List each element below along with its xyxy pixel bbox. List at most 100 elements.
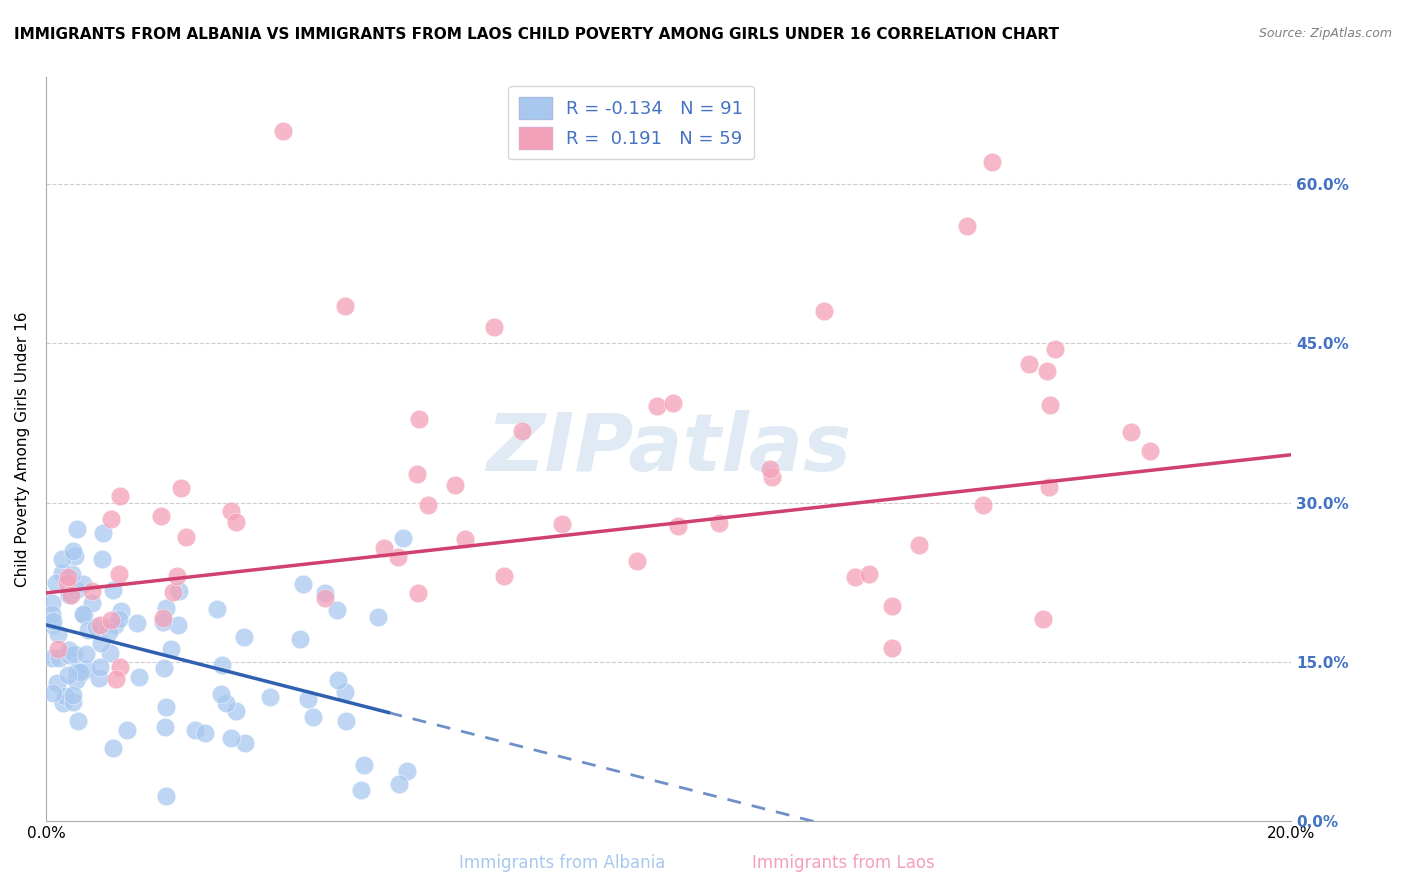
Text: Immigrants from Laos: Immigrants from Laos (752, 855, 935, 872)
Point (194, 726, 217, 740)
Point (128, 670, 150, 684)
Point (56, 668, 79, 682)
Point (882, 640, 904, 655)
Point (406, 586, 429, 600)
Point (58, 648, 80, 662)
Point (271, 123, 294, 137)
Point (326, 603, 349, 617)
Point (454, 532, 477, 546)
Point (215, 696, 238, 710)
Point (60, 566, 83, 581)
Legend: R = -0.134   N = 91, R =  0.191   N = 59: R = -0.134 N = 91, R = 0.191 N = 59 (509, 87, 754, 160)
Point (288, 632, 311, 647)
Point (100, 512, 122, 526)
Point (48, 651, 70, 665)
Point (152, 611, 174, 625)
Point (301, 710, 323, 724)
Point (104, 618, 127, 632)
Point (41, 651, 63, 665)
Point (1039, 398, 1062, 412)
Point (51, 566, 73, 580)
Point (62, 647, 84, 661)
Point (1038, 480, 1060, 494)
Point (406, 467, 429, 481)
Point (72, 576, 94, 591)
Point (645, 399, 668, 413)
Point (73, 608, 96, 623)
Point (45, 576, 67, 591)
Point (858, 567, 880, 582)
Point (367, 609, 389, 624)
Point (225, 704, 247, 718)
Point (110, 605, 132, 619)
Point (292, 577, 315, 591)
Point (908, 538, 931, 552)
Point (60, 588, 83, 602)
Point (90, 636, 112, 650)
Text: ZIPatlas: ZIPatlas (486, 410, 851, 489)
Point (67, 714, 90, 728)
Point (149, 508, 172, 523)
Point (155, 789, 177, 803)
Point (510, 424, 533, 438)
Point (80, 584, 103, 599)
Point (91, 526, 114, 541)
Point (388, 777, 411, 791)
Point (662, 396, 685, 410)
Point (626, 554, 648, 568)
Point (492, 568, 515, 582)
Point (66, 664, 89, 678)
Point (392, 531, 415, 545)
Point (1121, 425, 1143, 439)
Point (101, 582, 124, 597)
Point (108, 660, 131, 674)
Point (981, 155, 1004, 169)
Point (100, 613, 122, 627)
Point (77, 623, 100, 637)
Point (444, 478, 467, 492)
Point (1043, 342, 1066, 356)
Point (62, 688, 84, 702)
Point (326, 673, 349, 687)
Point (69, 664, 91, 678)
Point (170, 482, 193, 496)
Point (184, 723, 207, 737)
Point (551, 517, 574, 532)
Point (1139, 443, 1161, 458)
Point (408, 412, 430, 426)
Point (1035, 364, 1057, 378)
Point (169, 583, 191, 598)
Point (107, 566, 129, 581)
Point (233, 630, 256, 644)
Point (759, 462, 782, 476)
Point (333, 299, 356, 313)
Point (155, 700, 177, 714)
Point (65, 582, 87, 597)
Point (41, 617, 63, 632)
Point (167, 618, 190, 632)
Point (65, 522, 87, 536)
Point (89, 671, 111, 685)
Point (46, 676, 69, 690)
Point (155, 601, 177, 615)
Point (41, 597, 63, 611)
Point (41, 607, 63, 622)
Point (1032, 612, 1054, 626)
Point (59, 586, 82, 600)
Point (333, 685, 356, 699)
Point (666, 519, 689, 533)
Point (350, 783, 373, 797)
Point (219, 504, 242, 518)
Point (91, 552, 114, 566)
Point (46, 627, 69, 641)
Point (75, 647, 97, 661)
Point (41, 686, 63, 700)
Point (162, 584, 184, 599)
Point (314, 585, 336, 599)
Text: IMMIGRANTS FROM ALBANIA VS IMMIGRANTS FROM LAOS CHILD POVERTY AMONG GIRLS UNDER : IMMIGRANTS FROM ALBANIA VS IMMIGRANTS FR… (14, 27, 1059, 42)
Point (98, 625, 121, 640)
Point (75, 662, 97, 676)
Point (58, 643, 80, 657)
Point (115, 723, 138, 738)
Text: Source: ZipAtlas.com: Source: ZipAtlas.com (1258, 27, 1392, 40)
